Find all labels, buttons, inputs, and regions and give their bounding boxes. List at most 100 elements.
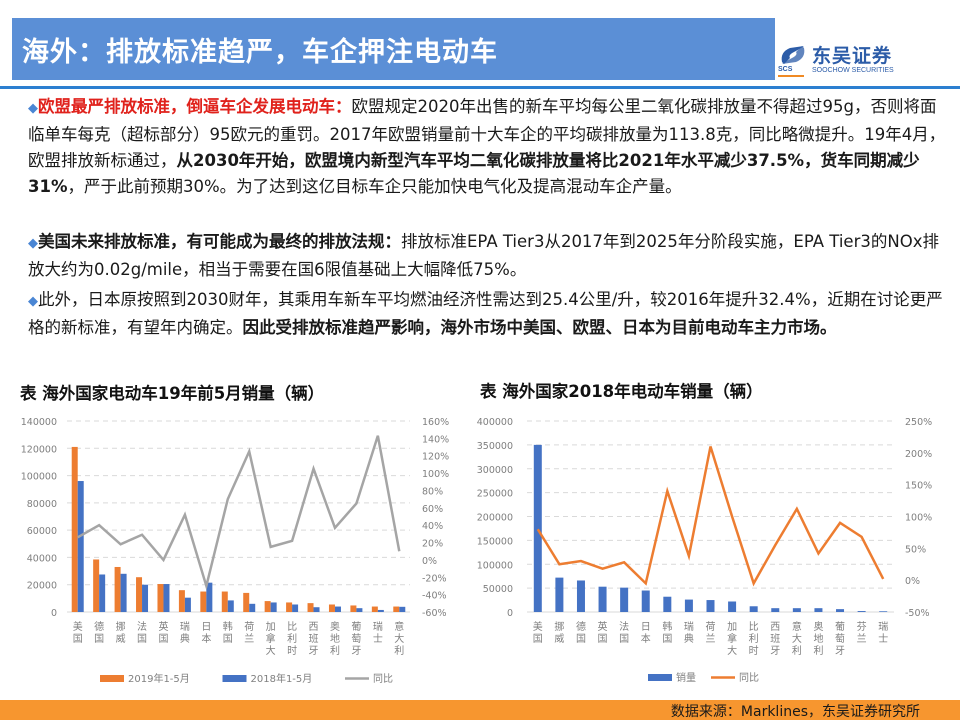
category-label: 瑞	[684, 621, 694, 633]
left-axis-tick: 150000	[477, 536, 513, 547]
logo-underline	[778, 75, 804, 77]
left-axis-tick: 20000	[27, 581, 57, 592]
left-axis-tick: 100000	[21, 472, 57, 483]
category-label: 萄	[835, 632, 845, 645]
left-axis-tick: 250000	[477, 489, 513, 500]
category-label: 挪	[116, 620, 126, 633]
left-axis-tick: 120000	[21, 444, 57, 455]
bar	[264, 601, 271, 612]
category-label: 日	[641, 622, 651, 633]
left-axis-tick: 60000	[27, 526, 57, 537]
company-logo: 东吴证券 SCS SOOCHOW SECURITIES	[778, 40, 958, 82]
bar	[286, 602, 293, 612]
legend-label: 2018年1-5月	[251, 672, 313, 685]
right-axis-tick: 0%	[422, 556, 437, 567]
left-axis-tick: 0	[507, 608, 513, 619]
legend-label: 同比	[739, 672, 759, 684]
category-label: 比	[749, 621, 759, 633]
header-divider	[0, 86, 960, 89]
category-label: 时	[287, 645, 297, 657]
category-label: 韩	[662, 620, 672, 633]
category-label: 葡	[835, 620, 845, 633]
category-label: 国	[158, 633, 168, 645]
category-label: 士	[878, 632, 888, 645]
category-label: 国	[223, 633, 233, 645]
right-axis-tick: 140%	[422, 434, 449, 445]
bar	[555, 577, 564, 612]
category-label: 大	[266, 644, 276, 657]
category-label: 西	[309, 622, 319, 633]
right-axis-tick: 200%	[905, 449, 932, 460]
legend-label: 2019年1-5月	[128, 672, 190, 685]
legend-label: 销量	[676, 671, 696, 684]
bar	[350, 605, 357, 612]
bar	[393, 606, 400, 612]
category-label: 利	[792, 645, 802, 657]
paragraph-japan: ◆此外，日本原按照到2030财年，其乘用车新车平均燃油经济性需达到25.4公里/…	[28, 287, 948, 341]
left-axis-tick: 80000	[27, 499, 57, 510]
category-label: 德	[576, 620, 586, 633]
category-label: 日	[201, 622, 211, 633]
diamond-bullet-icon: ◆	[28, 101, 38, 116]
category-label: 牙	[770, 645, 780, 657]
category-label: 典	[180, 632, 190, 645]
bar	[136, 577, 143, 612]
legend-swatch	[648, 674, 672, 681]
bar	[163, 584, 170, 612]
category-label: 韩	[223, 620, 233, 633]
yoy-line	[77, 435, 401, 591]
category-label: 威	[554, 632, 564, 645]
bar	[243, 592, 250, 612]
bar	[836, 609, 845, 612]
category-label: 法	[619, 620, 629, 633]
category-label: 国	[619, 633, 629, 645]
right-axis-tick: -40%	[422, 591, 447, 602]
category-label: 荷	[244, 621, 254, 633]
bar	[221, 591, 228, 612]
category-label: 比	[287, 621, 297, 633]
right-axis-tick: 100%	[905, 513, 932, 524]
category-label: 大	[394, 632, 404, 645]
bar	[157, 584, 164, 612]
category-label: 利	[287, 633, 297, 645]
category-label: 英	[598, 620, 608, 633]
category-label: 国	[533, 633, 543, 645]
bar	[71, 446, 78, 612]
left-axis-tick: 100000	[477, 560, 513, 571]
paragraph-lead: 欧盟最严排放标准，倒逼车企发展电动车：	[38, 97, 352, 116]
bar	[792, 608, 801, 612]
category-label: 大	[792, 632, 802, 645]
category-label: 奥	[813, 620, 823, 633]
footer-bar: 数据来源：Marklines，东吴证券研究所	[0, 700, 960, 720]
category-label: 班	[770, 633, 780, 645]
category-label: 荷	[706, 621, 716, 633]
category-label: 国	[137, 633, 147, 645]
chart-title-2018: 表 海外国家2018年电动车销量（辆）	[480, 382, 763, 401]
category-label: 地	[813, 632, 823, 645]
category-label: 加	[266, 621, 276, 633]
bar	[227, 600, 234, 612]
bar	[377, 609, 384, 612]
left-axis-tick: 0	[51, 608, 57, 619]
right-axis-tick: -50%	[905, 608, 930, 619]
category-label: 英	[158, 620, 168, 633]
right-axis-tick: 0%	[905, 576, 920, 587]
data-source: 数据来源：Marklines，东吴证券研究所	[670, 704, 920, 720]
category-label: 国	[662, 633, 672, 645]
yoy-line	[536, 446, 885, 587]
diamond-bullet-icon: ◆	[28, 236, 38, 251]
category-label: 西	[770, 622, 780, 633]
bar	[206, 582, 213, 612]
right-axis-tick: 100%	[422, 469, 449, 480]
category-label: 意	[394, 620, 404, 633]
bar	[533, 444, 542, 612]
category-label: 牙	[351, 645, 361, 657]
paragraph-lead: 美国未来排放标准，有可能成为最终的排放法规：	[38, 232, 401, 251]
category-label: 牙	[835, 645, 845, 657]
category-label: 威	[116, 632, 126, 645]
bar	[249, 603, 256, 612]
category-label: 拿	[727, 632, 737, 645]
bar	[184, 597, 191, 612]
bar	[93, 559, 100, 612]
